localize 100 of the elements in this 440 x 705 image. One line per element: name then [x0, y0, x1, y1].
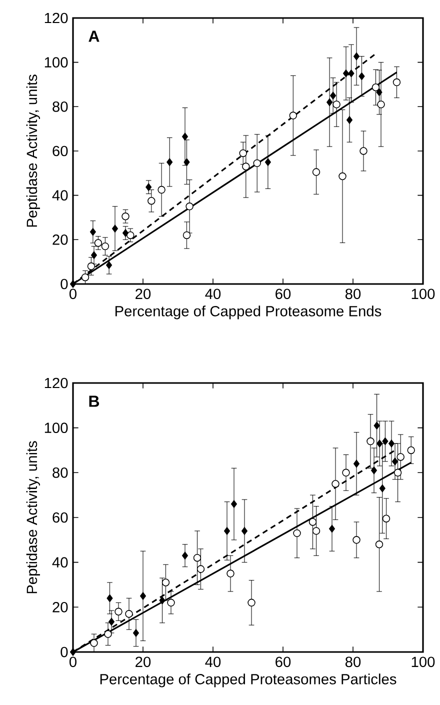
point	[106, 261, 112, 270]
point	[326, 98, 333, 106]
point	[392, 458, 398, 466]
x-tick-label: 80	[345, 288, 361, 300]
point	[348, 70, 354, 78]
point	[114, 608, 122, 616]
point	[330, 92, 336, 100]
point	[394, 468, 402, 477]
point	[382, 514, 390, 522]
point	[354, 52, 360, 60]
point	[376, 88, 382, 96]
x-axis-title: Percentage of Capped Proteasomes Particles	[100, 674, 396, 688]
x-tick-label: 20	[136, 656, 151, 668]
point	[253, 159, 261, 168]
point	[182, 552, 188, 560]
y-tick-label: 20	[52, 234, 68, 245]
point	[148, 197, 156, 205]
point	[338, 172, 346, 180]
x-tick-label: 40	[205, 656, 221, 668]
point	[186, 202, 194, 210]
point	[184, 158, 190, 166]
x-tick-label: 100	[412, 288, 435, 300]
point	[371, 466, 377, 474]
point	[101, 242, 110, 250]
point	[182, 132, 188, 140]
y-tick-label: 100	[44, 422, 68, 434]
point	[90, 228, 96, 236]
point	[374, 422, 380, 430]
point	[104, 630, 112, 638]
point	[372, 84, 380, 92]
point	[140, 592, 146, 600]
y-tick-label: 120	[44, 378, 68, 388]
point	[106, 594, 113, 602]
y-tick-label: 0	[60, 646, 68, 658]
x-tick-label: 20	[136, 288, 151, 300]
x-tick-label: 0	[69, 656, 76, 668]
y-tick-label: 80	[52, 101, 68, 112]
y-tick-label: 120	[44, 12, 68, 24]
y-tick-label: 100	[44, 57, 68, 68]
x-tick-label: 60	[276, 288, 291, 300]
point	[224, 527, 230, 535]
point	[162, 578, 170, 586]
point	[90, 639, 98, 647]
annotation: A	[88, 30, 100, 42]
point	[342, 468, 350, 477]
x-tick-label: 100	[412, 656, 435, 668]
point	[159, 596, 166, 604]
point	[91, 251, 97, 260]
y-tick-label: 20	[52, 602, 68, 612]
point	[193, 554, 202, 562]
point	[231, 500, 237, 508]
point	[375, 540, 384, 548]
point	[308, 518, 317, 526]
y-tick-label: 80	[52, 467, 68, 478]
point	[158, 186, 166, 194]
point	[354, 460, 360, 468]
point	[226, 570, 234, 578]
point	[133, 629, 139, 637]
x-tick-label: 0	[69, 288, 76, 300]
point	[392, 78, 401, 86]
x-tick-label: 80	[345, 656, 361, 668]
point	[407, 446, 415, 454]
point	[358, 72, 365, 80]
point	[366, 437, 374, 446]
point	[289, 112, 298, 120]
point	[293, 529, 301, 538]
point	[108, 618, 114, 626]
point	[329, 524, 335, 533]
point	[379, 484, 386, 492]
point	[343, 70, 349, 78]
point	[166, 158, 173, 166]
point	[146, 183, 152, 191]
point	[377, 100, 385, 108]
point	[239, 149, 247, 158]
x-axis-title: Percentage of Capped Proteasome Ends	[115, 306, 382, 320]
point	[70, 648, 76, 656]
point	[242, 527, 248, 535]
point	[332, 480, 340, 488]
point	[376, 440, 383, 448]
point	[122, 212, 130, 220]
point	[125, 610, 133, 618]
point	[360, 147, 368, 155]
point	[196, 565, 205, 573]
point	[122, 229, 128, 237]
y-tick-label: 60	[52, 512, 68, 523]
x-tick-label: 40	[205, 288, 221, 300]
point	[81, 273, 90, 282]
point	[312, 527, 320, 535]
point	[396, 453, 404, 461]
point	[112, 224, 118, 232]
y-axis-title: Peptidase Activity, units	[26, 441, 40, 594]
y-axis-title: Peptidase Activity, units	[26, 74, 40, 227]
point	[167, 598, 175, 607]
point	[264, 158, 271, 166]
point	[312, 168, 320, 176]
point	[382, 437, 388, 446]
point	[352, 536, 360, 544]
y-tick-label: 0	[60, 278, 68, 290]
point	[332, 100, 340, 108]
point	[346, 116, 352, 124]
